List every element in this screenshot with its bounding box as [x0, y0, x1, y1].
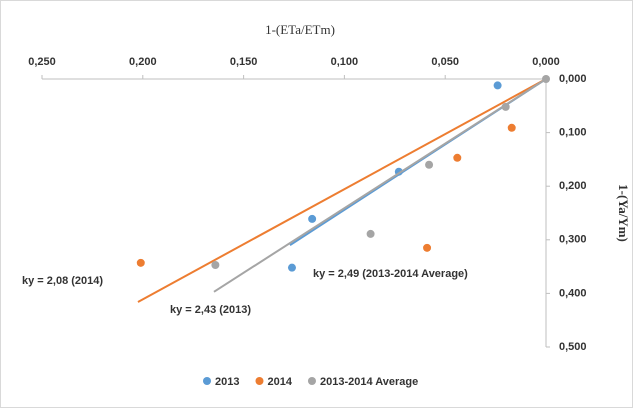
y-tick-label: 0,100: [559, 127, 587, 139]
point: [136, 258, 145, 267]
y-axis-title: 1-(Ya/Ym): [616, 184, 631, 242]
y-tick-label: 0,200: [559, 180, 587, 192]
y-tick-label: 0,500: [559, 341, 587, 353]
trendline: [213, 78, 547, 293]
y-tick-label: 0,000: [559, 73, 587, 85]
point: [493, 81, 502, 90]
x-tick-label: 0,200: [129, 56, 157, 68]
point: [425, 160, 434, 169]
point: [287, 263, 296, 272]
legend-label: 2013: [215, 376, 239, 388]
annotation: ky = 2,08 (2014): [22, 275, 103, 287]
x-tick-label: 0,000: [532, 56, 560, 68]
legend-label: 2013-2014 Average: [320, 376, 418, 388]
x-axis-title: 1-(ETa/ETm): [265, 22, 335, 37]
y-tick-label: 0,300: [559, 234, 587, 246]
x-tick-label: 0,150: [230, 56, 258, 68]
y-tick-label: 0,400: [559, 287, 587, 299]
point: [453, 153, 462, 162]
trendline: [137, 78, 547, 303]
legend-marker: [307, 377, 316, 385]
x-tick-label: 0,250: [28, 56, 56, 68]
legend-marker: [203, 377, 211, 385]
point: [423, 243, 432, 252]
point: [542, 75, 550, 83]
point: [211, 260, 220, 269]
point: [366, 229, 375, 238]
point: [501, 102, 510, 111]
point: [507, 123, 516, 132]
legend-marker: [255, 377, 264, 385]
x-tick-label: 0,050: [431, 56, 459, 68]
annotation: ky = 2,43 (2013): [170, 304, 251, 316]
point: [308, 214, 317, 223]
annotation: ky = 2,49 (2013-2014 Average): [313, 268, 468, 280]
x-tick-label: 0,100: [331, 56, 359, 68]
legend-label: 2014: [267, 376, 292, 388]
